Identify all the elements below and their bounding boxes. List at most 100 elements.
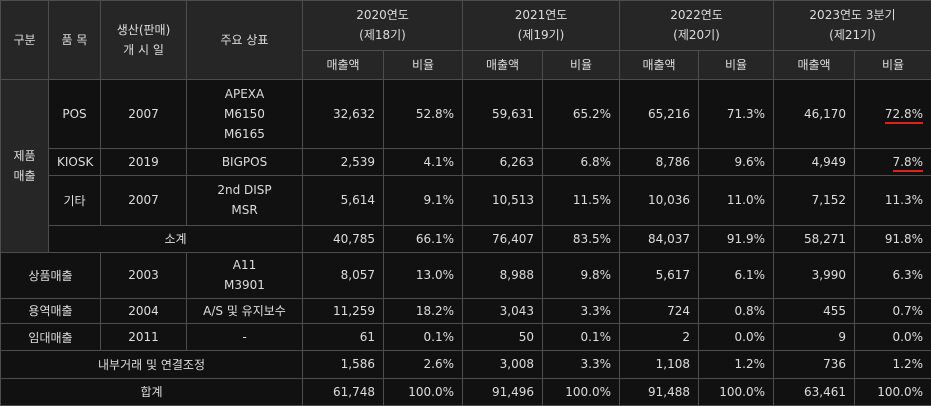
- sales-cell: 50: [462, 322, 543, 352]
- sales-cell: 8,057: [302, 252, 384, 299]
- header-ratio-2020: 비율: [383, 49, 463, 80]
- header-sales-2020: 매출액: [302, 49, 384, 80]
- sales-cell: 2: [619, 322, 699, 352]
- ratio-cell: 11.0%: [698, 175, 774, 226]
- ratio-cell: 83.5%: [542, 224, 620, 254]
- brands-cell: A/S 및 유지보수: [186, 297, 303, 324]
- table-row-kiosk: KIOSK 2019 BIGPOS 2,539 4.1% 6,263 6.8% …: [0, 147, 931, 177]
- sales-cell: 8,786: [619, 147, 699, 177]
- ratio-cell: 1.2%: [698, 350, 774, 379]
- ratio-cell: 66.1%: [383, 224, 463, 254]
- table-row-rent: 임대매출 2011 - 61 0.1% 50 0.1% 2 0.0% 9 0.0…: [0, 322, 931, 352]
- brands-cell: 2nd DISP MSR: [186, 175, 303, 226]
- sales-cell: 4,949: [773, 147, 855, 177]
- ratio-cell: 0.0%: [854, 322, 931, 352]
- highlighted-ratio: 7.8%: [892, 154, 923, 172]
- ratio-cell: 6.8%: [542, 147, 620, 177]
- start-year-cell: 2003: [100, 252, 187, 299]
- header-sales-2023: 매출액: [773, 49, 855, 80]
- ratio-cell: 100.0%: [542, 377, 620, 406]
- item-cell: POS: [48, 78, 101, 149]
- sales-cell: 46,170: [773, 78, 855, 149]
- sales-cell: 1,586: [302, 350, 384, 379]
- ratio-cell: 3.3%: [542, 297, 620, 324]
- item-cell: 기타: [48, 175, 101, 226]
- item-cell: KIOSK: [48, 147, 101, 177]
- sales-cell: 3,008: [462, 350, 543, 379]
- sales-cell: 61,748: [302, 377, 384, 406]
- table-row-subtotal: 소계 40,785 66.1% 76,407 83.5% 84,037 91.9…: [0, 224, 931, 254]
- ratio-cell: 9.8%: [542, 252, 620, 299]
- ratio-cell: 11.5%: [542, 175, 620, 226]
- header-start-date: 생산(판매) 개 시 일: [100, 0, 187, 80]
- sales-cell: 84,037: [619, 224, 699, 254]
- start-year-cell: 2007: [100, 175, 187, 226]
- ratio-cell: 0.7%: [854, 297, 931, 324]
- ratio-cell: 72.8%: [854, 78, 931, 149]
- ratio-cell: 65.2%: [542, 78, 620, 149]
- table-row-internal: 내부거래 및 연결조정 1,586 2.6% 3,008 3.3% 1,108 …: [0, 350, 931, 379]
- ratio-cell: 0.1%: [542, 322, 620, 352]
- ratio-cell: 7.8%: [854, 147, 931, 177]
- sales-cell: 32,632: [302, 78, 384, 149]
- sales-cell: 9: [773, 322, 855, 352]
- header-ratio-2023: 비율: [854, 49, 931, 80]
- sales-cell: 724: [619, 297, 699, 324]
- header-year-2023: 2023연도 3분기 (제21기): [773, 0, 931, 51]
- sales-cell: 2,539: [302, 147, 384, 177]
- sales-cell: 59,631: [462, 78, 543, 149]
- ratio-cell: 91.9%: [698, 224, 774, 254]
- sales-cell: 455: [773, 297, 855, 324]
- start-year-cell: 2019: [100, 147, 187, 177]
- ratio-cell: 18.2%: [383, 297, 463, 324]
- sales-cell: 10,513: [462, 175, 543, 226]
- table-row-service: 용역매출 2004 A/S 및 유지보수 11,259 18.2% 3,043 …: [0, 297, 931, 324]
- ratio-cell: 100.0%: [698, 377, 774, 406]
- ratio-cell: 2.6%: [383, 350, 463, 379]
- row-label: 용역매출: [0, 297, 101, 324]
- ratio-cell: 3.3%: [542, 350, 620, 379]
- subtotal-label: 소계: [48, 224, 303, 254]
- sales-cell: 3,990: [773, 252, 855, 299]
- ratio-cell: 4.1%: [383, 147, 463, 177]
- row-label: 임대매출: [0, 322, 101, 352]
- sales-cell: 65,216: [619, 78, 699, 149]
- sales-cell: 3,043: [462, 297, 543, 324]
- brands-cell: -: [186, 322, 303, 352]
- sales-cell: 10,036: [619, 175, 699, 226]
- brands-cell: A11 M3901: [186, 252, 303, 299]
- sales-cell: 61: [302, 322, 384, 352]
- sales-cell: 91,496: [462, 377, 543, 406]
- sales-cell: 8,988: [462, 252, 543, 299]
- header-year-2021: 2021연도 (제19기): [462, 0, 620, 51]
- ratio-cell: 6.1%: [698, 252, 774, 299]
- ratio-cell: 13.0%: [383, 252, 463, 299]
- sales-cell: 40,785: [302, 224, 384, 254]
- header-ratio-2021: 비율: [542, 49, 620, 80]
- header-brands: 주요 상표: [186, 0, 303, 80]
- start-year-cell: 2011: [100, 322, 187, 352]
- sales-cell: 76,407: [462, 224, 543, 254]
- sales-cell: 7,152: [773, 175, 855, 226]
- ratio-cell: 0.8%: [698, 297, 774, 324]
- start-year-cell: 2004: [100, 297, 187, 324]
- ratio-cell: 52.8%: [383, 78, 463, 149]
- header-sales-2021: 매출액: [462, 49, 543, 80]
- ratio-cell: 91.8%: [854, 224, 931, 254]
- ratio-cell: 9.6%: [698, 147, 774, 177]
- ratio-cell: 1.2%: [854, 350, 931, 379]
- table-row-total: 합계 61,748 100.0% 91,496 100.0% 91,488 10…: [0, 377, 931, 406]
- sales-cell: 5,614: [302, 175, 384, 226]
- sales-cell: 5,617: [619, 252, 699, 299]
- sales-cell: 63,461: [773, 377, 855, 406]
- header-year-2022: 2022연도 (제20기): [619, 0, 774, 51]
- header-item: 품 목: [48, 0, 101, 80]
- brands-cell: BIGPOS: [186, 147, 303, 177]
- table-row-merchandise: 상품매출 2003 A11 M3901 8,057 13.0% 8,988 9.8…: [0, 252, 931, 299]
- ratio-cell: 0.1%: [383, 322, 463, 352]
- row-label: 내부거래 및 연결조정: [0, 350, 303, 379]
- table-row-etc: 기타 2007 2nd DISP MSR 5,614 9.1% 10,513 11…: [0, 175, 931, 226]
- ratio-cell: 11.3%: [854, 175, 931, 226]
- header-sales-2022: 매출액: [619, 49, 699, 80]
